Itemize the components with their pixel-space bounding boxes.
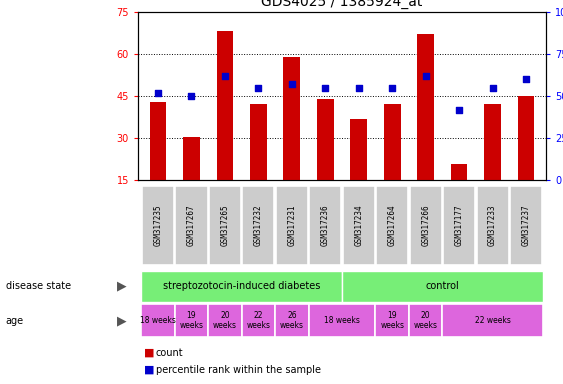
Text: GSM317266: GSM317266 xyxy=(421,205,430,247)
Bar xyxy=(476,186,508,265)
Bar xyxy=(376,305,409,337)
Bar xyxy=(284,56,300,180)
Bar xyxy=(350,119,367,180)
Bar xyxy=(242,186,274,265)
Bar xyxy=(250,104,267,180)
Point xyxy=(187,93,196,99)
Bar xyxy=(451,164,467,180)
Text: GSM317265: GSM317265 xyxy=(221,205,230,247)
Bar xyxy=(309,186,341,265)
Point xyxy=(254,84,263,91)
Text: ■: ■ xyxy=(144,348,154,358)
Bar xyxy=(317,99,334,180)
Bar xyxy=(275,305,309,337)
Bar xyxy=(175,305,208,337)
Text: GSM317233: GSM317233 xyxy=(488,205,497,247)
Text: ▶: ▶ xyxy=(117,314,127,327)
Bar xyxy=(142,186,174,265)
Text: count: count xyxy=(156,348,184,358)
Text: GSM317234: GSM317234 xyxy=(354,205,363,247)
Text: 20
weeks: 20 weeks xyxy=(213,311,237,330)
Text: 20
weeks: 20 weeks xyxy=(414,311,437,330)
Title: GDS4025 / 1385924_at: GDS4025 / 1385924_at xyxy=(261,0,423,9)
Bar xyxy=(409,305,443,337)
Text: control: control xyxy=(426,281,459,291)
Point xyxy=(521,76,530,82)
Bar xyxy=(150,102,167,180)
Text: GSM317235: GSM317235 xyxy=(154,205,163,247)
Text: 19
weeks: 19 weeks xyxy=(180,311,203,330)
Text: percentile rank within the sample: percentile rank within the sample xyxy=(156,364,321,375)
Text: GSM317237: GSM317237 xyxy=(521,205,530,247)
Bar xyxy=(517,96,534,180)
Point xyxy=(154,89,163,96)
Bar xyxy=(217,31,233,180)
Point xyxy=(488,84,497,91)
Text: GSM317264: GSM317264 xyxy=(388,205,397,247)
Point xyxy=(221,73,230,79)
Bar xyxy=(209,186,241,265)
Bar xyxy=(384,104,400,180)
Text: 26
weeks: 26 weeks xyxy=(280,311,304,330)
Point xyxy=(388,84,397,91)
Point xyxy=(287,81,296,87)
Bar xyxy=(141,305,175,337)
Text: 18 weeks: 18 weeks xyxy=(140,316,176,325)
Bar xyxy=(410,186,442,265)
Text: ■: ■ xyxy=(144,364,154,375)
Text: 18 weeks: 18 weeks xyxy=(324,316,360,325)
Text: 22 weeks: 22 weeks xyxy=(475,316,511,325)
Bar xyxy=(484,104,501,180)
Text: GSM317267: GSM317267 xyxy=(187,205,196,247)
Bar xyxy=(176,186,208,265)
Bar xyxy=(343,186,375,265)
Text: GSM317177: GSM317177 xyxy=(454,205,463,247)
Bar xyxy=(242,305,275,337)
Bar xyxy=(510,186,542,265)
Text: age: age xyxy=(6,316,24,326)
Bar xyxy=(208,305,242,337)
Text: GSM317236: GSM317236 xyxy=(321,205,330,247)
Bar xyxy=(276,186,308,265)
Bar xyxy=(443,186,475,265)
Text: GSM317232: GSM317232 xyxy=(254,205,263,247)
Bar xyxy=(443,305,543,337)
Bar xyxy=(309,305,376,337)
Point xyxy=(454,106,463,113)
Text: disease state: disease state xyxy=(6,281,71,291)
Bar xyxy=(141,271,342,302)
Bar xyxy=(183,137,200,180)
Bar xyxy=(376,186,408,265)
Bar xyxy=(417,34,434,180)
Text: 22
weeks: 22 weeks xyxy=(247,311,270,330)
Text: ▶: ▶ xyxy=(117,280,127,293)
Text: streptozotocin-induced diabetes: streptozotocin-induced diabetes xyxy=(163,281,320,291)
Text: 19
weeks: 19 weeks xyxy=(380,311,404,330)
Bar xyxy=(342,271,543,302)
Text: GSM317231: GSM317231 xyxy=(287,205,296,247)
Point xyxy=(354,84,363,91)
Point xyxy=(421,73,430,79)
Point xyxy=(321,84,330,91)
